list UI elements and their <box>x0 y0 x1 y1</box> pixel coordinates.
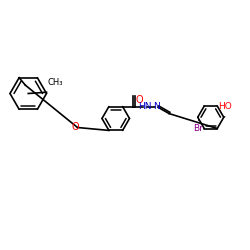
Text: Br: Br <box>193 124 203 133</box>
Text: O: O <box>71 122 79 132</box>
Text: HO: HO <box>218 102 232 111</box>
Text: HN: HN <box>138 102 151 111</box>
Text: O: O <box>136 95 143 105</box>
Text: CH₃: CH₃ <box>48 78 63 87</box>
Text: N: N <box>153 102 160 111</box>
